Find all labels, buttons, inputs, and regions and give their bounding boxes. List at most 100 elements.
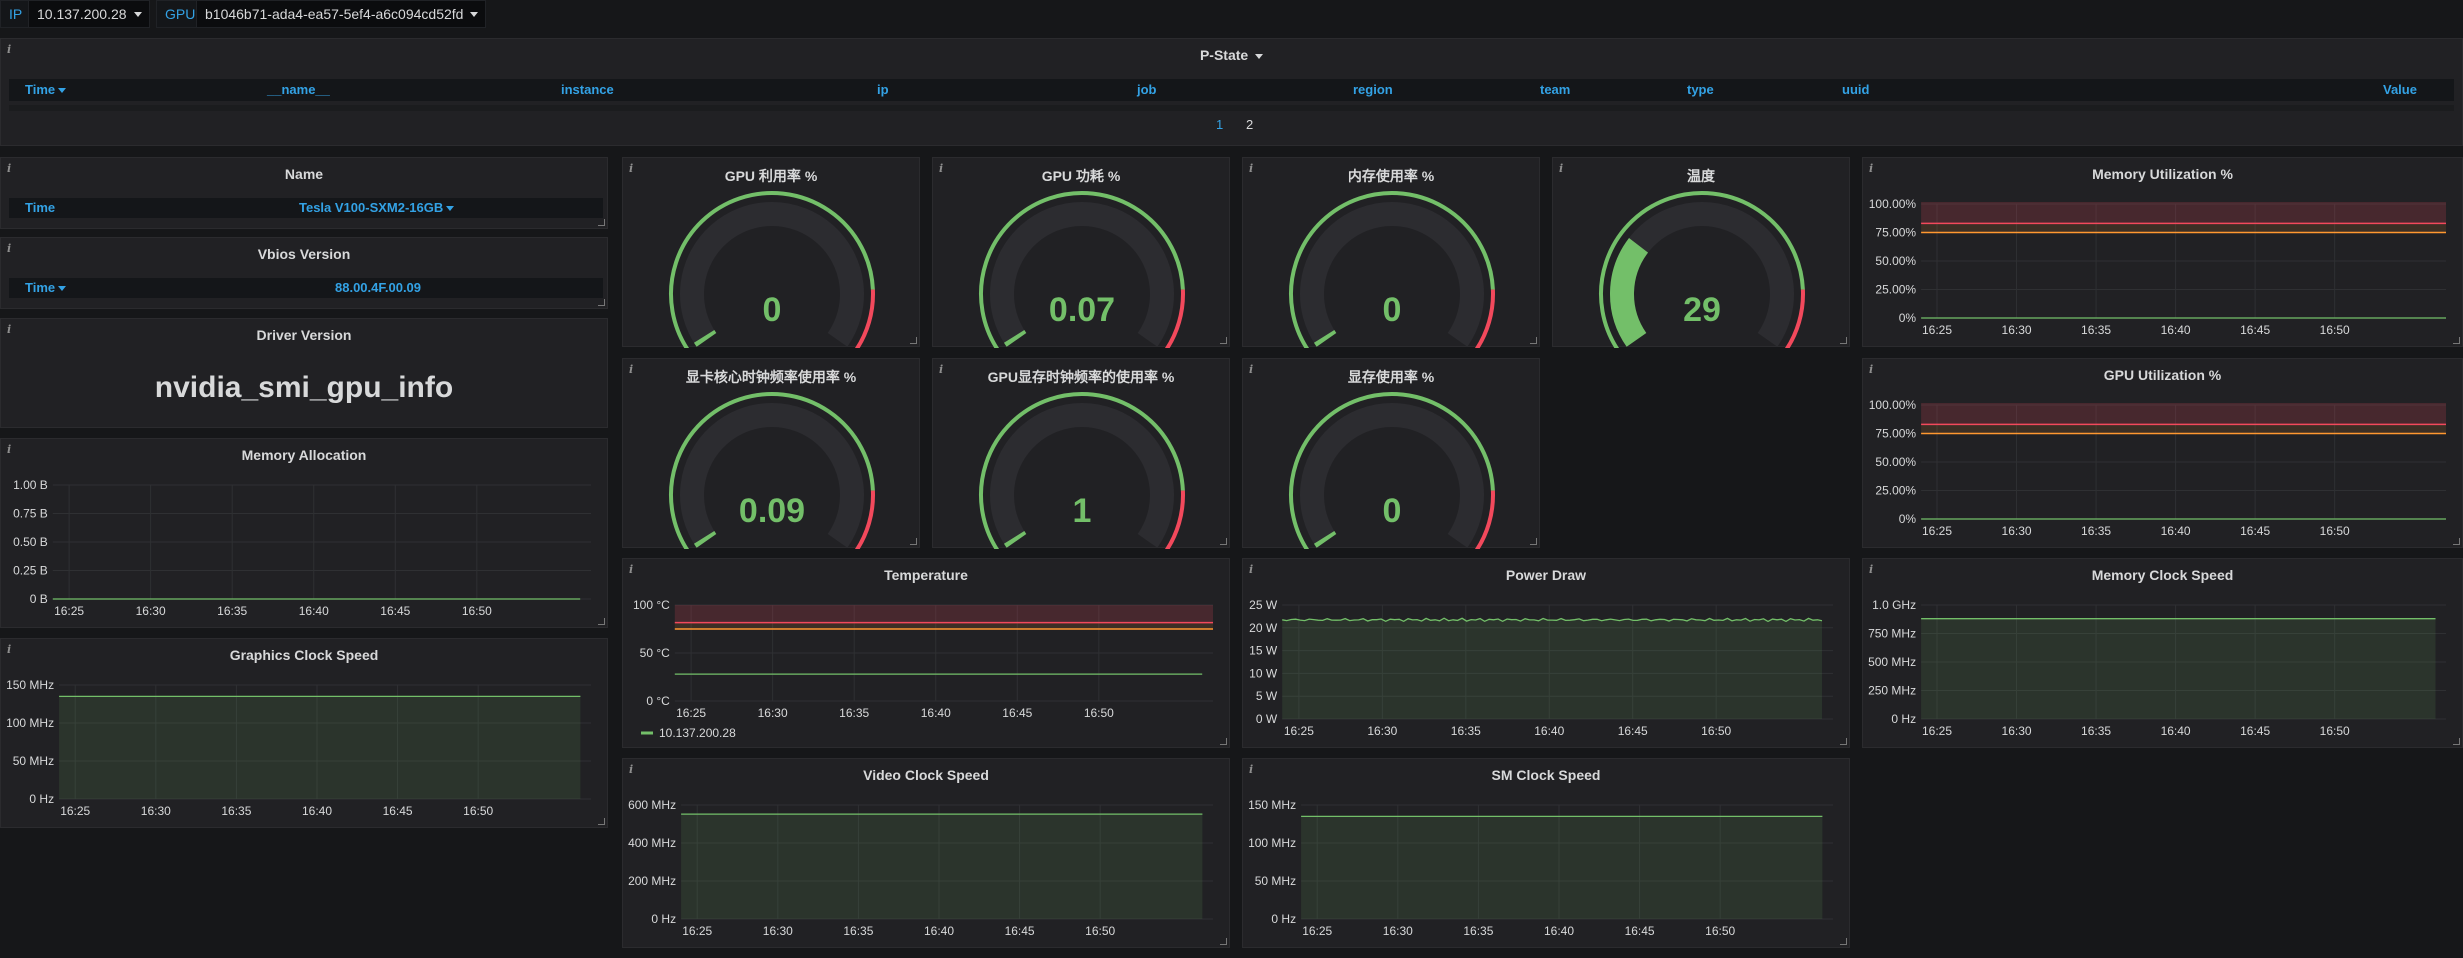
resize-handle[interactable] [2453,738,2460,745]
panel-title[interactable]: Name [284,166,324,182]
column-header-ip[interactable]: ip [877,82,889,97]
info-icon[interactable]: i [7,323,12,336]
y-tick-label: 0.50 B [13,535,48,549]
info-icon[interactable]: i [7,43,12,56]
panel-title[interactable]: Driver Version [256,327,352,343]
panel-title[interactable]: GPU 功耗 % [1041,168,1121,184]
column-header-value[interactable]: Value [2383,82,2417,97]
pagination-page-2[interactable]: 2 [1246,117,1254,132]
gauge-threshold-green [979,392,1185,549]
threshold-warning-area [1921,424,2446,434]
ip-variable-select[interactable]: 10.137.200.28 [28,0,150,28]
info-icon[interactable]: i [7,443,12,456]
panel-title[interactable]: Temperature [884,567,968,583]
resize-handle[interactable] [1220,938,1227,945]
panel-title[interactable]: Memory Allocation [241,447,367,463]
info-icon[interactable]: i [7,643,12,656]
gauge-value: 0.07 [1049,291,1115,329]
panel-title[interactable]: GPU显存时钟频率的使用率 % [987,369,1175,385]
column-header-job[interactable]: job [1137,82,1157,97]
resize-handle[interactable] [1220,337,1227,344]
column-header-name[interactable]: __name__ [267,82,330,97]
column-header-time[interactable]: Time [25,82,67,97]
info-icon[interactable]: i [1249,763,1254,776]
y-tick-label: 5 W [1256,689,1278,703]
threshold-critical-area [674,605,1213,623]
panel-title[interactable]: GPU Utilization % [2103,367,2222,383]
panel-title[interactable]: Power Draw [1505,567,1587,583]
column-header-uuid[interactable]: uuid [1842,82,1870,97]
info-icon[interactable]: i [1869,162,1874,175]
panel-title[interactable]: 温度 [1687,168,1715,184]
info-icon[interactable]: i [629,563,634,576]
info-icon[interactable]: i [7,242,12,255]
info-icon[interactable]: i [629,162,634,175]
gauge-value: 0.09 [739,492,805,530]
info-icon[interactable]: i [7,162,12,175]
resize-handle[interactable] [598,618,605,625]
info-icon[interactable]: i [939,162,944,175]
info-icon[interactable]: i [629,763,634,776]
panel-title[interactable]: SM Clock Speed [1491,767,1601,783]
resize-handle[interactable] [1220,538,1227,545]
vbios-panel: i Vbios Version Time 88.00.4F.00.09 [0,237,608,309]
resize-handle[interactable] [1840,938,1847,945]
column-header-team[interactable]: team [1540,82,1571,97]
info-icon[interactable]: i [1869,363,1874,376]
panel-title[interactable]: P-State [1,47,2462,63]
vbios-row: Time 88.00.4F.00.09 [9,278,603,298]
info-icon[interactable]: i [1559,162,1564,175]
info-icon[interactable]: i [1249,162,1254,175]
gpu-name-value[interactable]: Tesla V100-SXM2-16GB [299,200,455,215]
resize-handle[interactable] [910,337,917,344]
gauge-value-arc [1610,237,1649,347]
x-tick-label: 16:35 [221,804,251,818]
panel-title[interactable]: 内存使用率 % [1347,168,1435,184]
info-icon[interactable]: i [1869,563,1874,576]
info-icon[interactable]: i [1249,563,1254,576]
x-tick-label: 16:35 [217,604,247,618]
gauge-threshold-red [1784,289,1805,348]
resize-handle[interactable] [598,299,605,306]
panel-title[interactable]: Memory Utilization % [2092,166,2233,182]
panel-title[interactable]: Video Clock Speed [863,767,989,783]
column-header-type[interactable]: type [1687,82,1714,97]
pagination-page-1[interactable]: 1 [1216,117,1224,132]
pstate-header-row: Time __name__ instance ip job region tea… [9,79,2454,101]
column-header-time[interactable]: Time [25,280,67,295]
resize-handle[interactable] [2453,538,2460,545]
column-header-region[interactable]: region [1353,82,1393,97]
panel-title[interactable]: 显卡核心时钟频率使用率 % [685,369,857,385]
resize-handle[interactable] [1840,738,1847,745]
gauge-value-arc [1313,530,1337,548]
resize-handle[interactable] [1530,538,1537,545]
info-icon[interactable]: i [1249,363,1254,376]
panel-title[interactable]: Graphics Clock Speed [229,647,379,663]
panel-title[interactable]: 显存使用率 % [1347,369,1435,385]
gpu-variable-select[interactable]: b1046b71-ada4-ea57-5ef4-a6c094cd52fd [196,0,487,28]
panel-title[interactable]: GPU 利用率 % [724,168,818,184]
graphics-clock-panel: 150 MHz 100 MHz 50 MHz 0 Hz 16:25 16:30 16:35 1… [0,638,608,828]
chart-svg: 1.0 GHz 750 MHz 500 MHz 250 MHz 0 Hz 16:25 16:… [1868,598,2446,738]
x-tick-label: 16:40 [921,706,951,720]
column-header-instance[interactable]: instance [561,82,614,97]
resize-handle[interactable] [598,219,605,226]
y-tick-label: 50 MHz [13,754,54,768]
gauge-panel: 0.09 i 显卡核心时钟频率使用率 % [622,358,920,549]
column-header-time[interactable]: Time [25,200,56,215]
resize-handle[interactable] [2453,337,2460,344]
resize-handle[interactable] [1840,337,1847,344]
gauge-svg: 0.09 [669,392,875,549]
resize-handle[interactable] [1530,337,1537,344]
panel-title[interactable]: Memory Clock Speed [2091,567,2234,583]
resize-handle[interactable] [910,538,917,545]
resize-handle[interactable] [1220,738,1227,745]
mem-clock-panel: 1.0 GHz 750 MHz 500 MHz 250 MHz 0 Hz 16:25 16:… [1862,558,2463,748]
info-icon[interactable]: i [939,363,944,376]
x-tick-label: 16:35 [1463,924,1493,938]
gauge-svg: 0.07 [979,191,1185,348]
info-icon[interactable]: i [629,363,634,376]
resize-handle[interactable] [598,818,605,825]
gauge-svg: 0 [1289,392,1495,549]
panel-title[interactable]: Vbios Version [257,246,351,262]
